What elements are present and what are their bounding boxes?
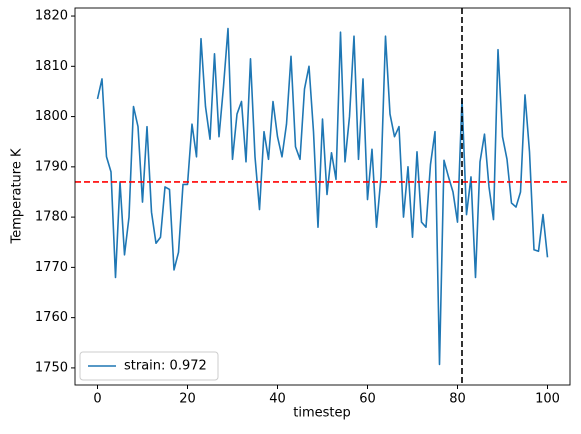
y-tick-label: 1770	[35, 260, 68, 275]
legend-label: strain: 0.972	[124, 359, 207, 374]
y-tick-label: 1820	[35, 9, 68, 24]
y-tick-label: 1810	[35, 59, 68, 74]
y-tick-label: 1790	[35, 159, 68, 174]
legend-box	[79, 351, 219, 381]
x-axis-label: timestep	[293, 406, 351, 421]
x-tick-label: 60	[359, 392, 376, 407]
series-line	[96, 27, 549, 366]
x-tick-label: 80	[449, 392, 466, 407]
x-tick-label: 40	[269, 392, 286, 407]
y-axis-label: Temperature K	[10, 148, 25, 244]
y-tick-label: 1750	[35, 360, 68, 375]
y-tick-label: 1780	[35, 210, 68, 225]
x-tick-label: 100	[535, 392, 560, 407]
axes-frame	[74, 7, 571, 386]
x-tick-label: 20	[179, 392, 196, 407]
x-tick-label: 0	[93, 392, 101, 407]
y-tick-label: 1760	[35, 310, 68, 325]
y-tick-label: 1800	[35, 109, 68, 124]
